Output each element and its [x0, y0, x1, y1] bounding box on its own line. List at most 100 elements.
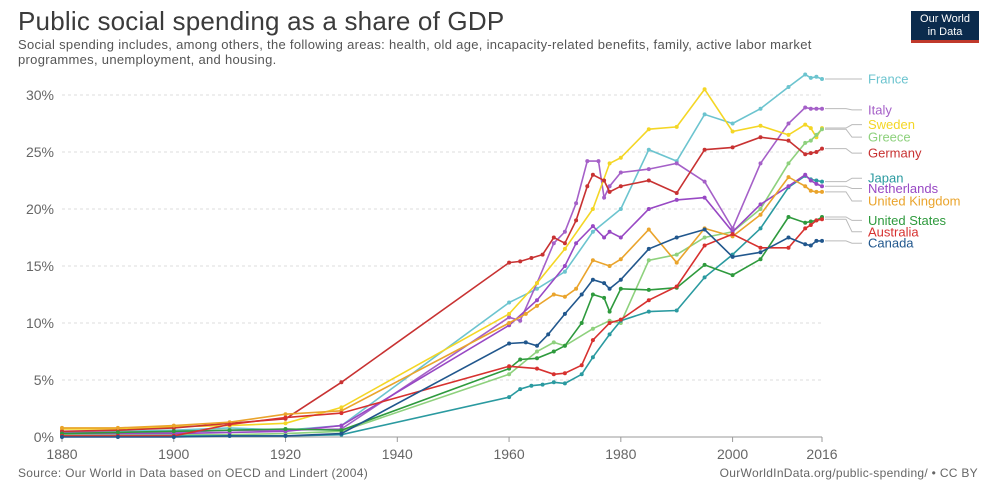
data-point-canada[interactable] [562, 311, 567, 316]
data-point-united-states[interactable] [786, 215, 791, 219]
data-point-united-kingdom[interactable] [551, 292, 556, 297]
data-point-germany[interactable] [562, 241, 567, 246]
data-point-japan[interactable] [579, 372, 584, 377]
data-point-australia[interactable] [283, 415, 288, 420]
data-point-australia[interactable] [730, 232, 735, 237]
data-point-canada[interactable] [808, 243, 813, 248]
data-point-sweden[interactable] [590, 207, 595, 211]
data-point-germany[interactable] [607, 189, 612, 194]
data-point-united-kingdom[interactable] [115, 425, 120, 430]
data-point-netherlands[interactable] [602, 235, 607, 240]
data-point-australia[interactable] [646, 298, 651, 303]
data-point-france[interactable] [535, 286, 539, 291]
data-point-united-states[interactable] [607, 309, 612, 314]
data-point-italy[interactable] [562, 229, 567, 234]
series-line-united-states[interactable] [61, 216, 823, 435]
data-point-united-states[interactable] [590, 292, 595, 297]
data-point-greece[interactable] [786, 161, 791, 166]
data-point-canada[interactable] [283, 433, 288, 438]
data-point-greece[interactable] [808, 138, 813, 143]
data-point-united-states[interactable] [171, 429, 176, 434]
data-point-germany[interactable] [574, 218, 579, 223]
series-australia[interactable] [60, 217, 824, 438]
data-point-netherlands[interactable] [574, 241, 579, 246]
data-point-united-states[interactable] [283, 427, 288, 431]
series-greece[interactable] [60, 127, 824, 437]
data-point-sweden[interactable] [808, 126, 813, 131]
data-point-france[interactable] [646, 147, 651, 152]
data-point-united-states[interactable] [227, 428, 232, 433]
data-point-netherlands[interactable] [339, 423, 344, 428]
data-point-france[interactable] [808, 75, 813, 80]
data-point-germany[interactable] [674, 191, 679, 195]
data-point-netherlands[interactable] [702, 195, 707, 200]
data-point-sweden[interactable] [507, 311, 512, 316]
series-line-canada[interactable] [62, 228, 822, 438]
data-point-netherlands[interactable] [562, 264, 567, 268]
data-point-united-kingdom[interactable] [574, 286, 579, 291]
series-line-sweden[interactable] [62, 87, 823, 430]
data-point-united-kingdom[interactable] [171, 423, 176, 428]
data-point-germany[interactable] [585, 184, 590, 189]
data-point-greece[interactable] [507, 372, 512, 377]
series-line-germany[interactable] [61, 136, 823, 433]
data-point-canada[interactable] [730, 254, 735, 259]
data-point-germany[interactable] [540, 252, 545, 257]
data-point-italy[interactable] [808, 106, 813, 111]
data-point-australia[interactable] [820, 217, 824, 222]
data-point-greece[interactable] [758, 207, 763, 211]
data-point-united-states[interactable] [602, 295, 607, 300]
data-point-canada[interactable] [60, 435, 64, 439]
series-label-japan[interactable]: Japan [868, 171, 903, 186]
data-point-italy[interactable] [507, 315, 512, 320]
data-point-sweden[interactable] [803, 122, 808, 127]
data-point-united-kingdom[interactable] [808, 188, 813, 193]
data-point-netherlands[interactable] [618, 235, 623, 240]
data-point-japan[interactable] [702, 275, 707, 280]
series-sweden[interactable] [60, 87, 824, 431]
data-point-canada[interactable] [339, 431, 344, 436]
series-canada[interactable] [60, 227, 824, 440]
data-point-italy[interactable] [596, 159, 601, 164]
series-line-italy[interactable] [62, 106, 822, 434]
data-point-united-states[interactable] [551, 349, 556, 354]
data-point-canada[interactable] [590, 277, 595, 282]
data-point-germany[interactable] [814, 150, 819, 154]
series-united-kingdom[interactable] [60, 175, 824, 430]
series-label-netherlands[interactable]: Netherlands [868, 181, 939, 196]
data-point-united-kingdom[interactable] [646, 227, 651, 232]
series-france[interactable] [60, 72, 824, 434]
data-point-italy[interactable] [646, 167, 651, 172]
data-point-united-states[interactable] [702, 262, 707, 267]
series-line-australia[interactable] [62, 218, 823, 437]
data-point-canada[interactable] [758, 250, 763, 255]
data-point-sweden[interactable] [758, 123, 763, 128]
data-point-canada[interactable] [507, 341, 512, 346]
data-point-canada[interactable] [535, 343, 539, 348]
data-point-united-states[interactable] [562, 343, 567, 348]
data-point-sweden[interactable] [702, 87, 707, 92]
data-point-japan[interactable] [518, 387, 523, 392]
data-point-united-kingdom[interactable] [507, 321, 512, 325]
data-point-sweden[interactable] [535, 281, 539, 286]
data-point-canada[interactable] [546, 332, 551, 337]
data-point-united-states[interactable] [730, 273, 735, 278]
data-point-canada[interactable] [602, 281, 607, 286]
data-point-united-states[interactable] [339, 428, 344, 433]
data-point-france[interactable] [562, 269, 567, 274]
data-point-australia[interactable] [227, 422, 232, 427]
data-point-australia[interactable] [618, 317, 623, 322]
data-point-australia[interactable] [579, 363, 584, 368]
data-point-japan[interactable] [529, 383, 534, 388]
data-point-italy[interactable] [786, 121, 791, 126]
series-line-france[interactable] [62, 73, 823, 433]
data-point-united-kingdom[interactable] [607, 264, 612, 268]
data-point-sweden[interactable] [730, 129, 735, 134]
data-point-germany[interactable] [602, 178, 607, 183]
data-point-united-kingdom[interactable] [786, 175, 791, 180]
series-label-united-kingdom[interactable]: United Kingdom [868, 194, 961, 209]
data-point-united-states[interactable] [803, 220, 808, 225]
data-point-italy[interactable] [674, 161, 679, 166]
data-point-japan[interactable] [540, 382, 545, 387]
data-point-united-kingdom[interactable] [814, 189, 819, 194]
